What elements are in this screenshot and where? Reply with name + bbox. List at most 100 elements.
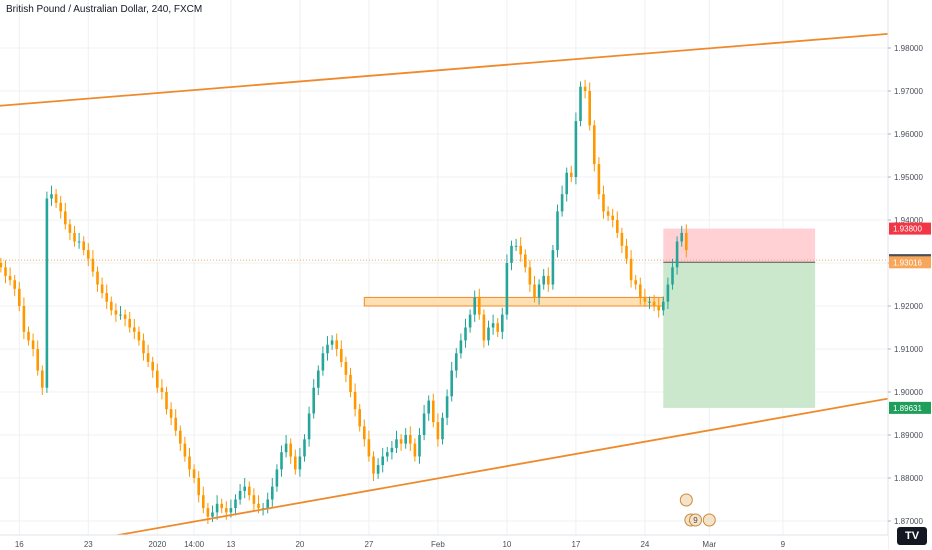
candle (450, 370, 453, 397)
candle (386, 452, 389, 457)
tradingview-logo[interactable]: TV (897, 527, 927, 545)
event-marker-icon (702, 513, 716, 527)
candle (41, 370, 44, 388)
candle (105, 293, 108, 302)
candle (137, 331, 141, 341)
candle (436, 422, 440, 440)
candle (289, 443, 292, 457)
candle (27, 331, 30, 341)
candle (271, 486, 274, 500)
candle (455, 353, 458, 371)
candle (340, 349, 343, 362)
candle (519, 245, 522, 255)
candle (662, 301, 665, 311)
candle (524, 254, 527, 268)
event-marker-icon (679, 493, 693, 507)
candle (606, 211, 610, 216)
candle (390, 447, 394, 453)
x-tick-label: 9 (781, 540, 786, 549)
candle (565, 172, 568, 195)
candle (248, 486, 251, 496)
candle (620, 232, 624, 246)
candle (547, 275, 550, 285)
candle (183, 443, 187, 457)
candle (445, 396, 449, 418)
x-tick-label: 27 (364, 540, 373, 549)
candle (326, 344, 329, 354)
candle (179, 430, 182, 444)
candle (165, 392, 168, 410)
candle (363, 426, 366, 440)
candle (160, 387, 164, 392)
candle (123, 314, 127, 319)
candle (501, 314, 504, 332)
candle (629, 258, 633, 281)
candle (133, 327, 136, 332)
candle (215, 503, 219, 513)
x-tick-label: 20 (295, 540, 304, 549)
candle (64, 211, 67, 225)
y-tick-label: 1.96000 (894, 130, 923, 139)
candle (188, 456, 191, 470)
candle (234, 499, 237, 509)
candle (202, 495, 205, 509)
support-resistance-zone (363, 296, 664, 307)
x-tick-label: 10 (502, 540, 511, 549)
x-tick-label: 24 (640, 540, 649, 549)
candle (146, 353, 150, 362)
candle (330, 340, 334, 345)
candle (4, 267, 7, 276)
candle (174, 417, 177, 431)
candle (639, 284, 642, 298)
candle (409, 435, 412, 444)
candle (353, 392, 357, 410)
x-tick-label: 14:00 (184, 540, 205, 549)
y-tick-label: 1.97000 (894, 87, 923, 96)
chart-title: British Pound / Australian Dollar, 240, … (6, 4, 203, 15)
candle (73, 232, 76, 242)
candle (358, 409, 361, 427)
candle (114, 310, 118, 315)
candle (542, 275, 545, 285)
candle (648, 301, 651, 303)
candle (551, 250, 555, 285)
y-tick-label: 1.89000 (894, 431, 923, 440)
candle (197, 478, 200, 496)
lower-channel-trendline (113, 397, 888, 535)
x-tick-label: 2020 (148, 540, 166, 549)
candle (491, 323, 495, 328)
candle (45, 198, 49, 388)
y-tick-label: 1.95000 (894, 173, 923, 182)
candle (422, 413, 426, 435)
y-tick-label: 1.92000 (894, 302, 923, 311)
candle (252, 495, 256, 504)
price-axis (888, 0, 932, 550)
candle (257, 503, 260, 509)
candle (468, 314, 472, 328)
candle (284, 443, 288, 453)
candle (22, 306, 26, 332)
candle (128, 318, 131, 328)
candle (579, 86, 582, 122)
candle (50, 194, 53, 199)
stop-loss-zone (663, 228, 816, 263)
candle (487, 327, 490, 341)
candle (87, 250, 90, 259)
candle (229, 508, 233, 513)
candle (18, 288, 21, 306)
candle (625, 245, 628, 259)
candle (675, 241, 679, 268)
candle (151, 361, 154, 371)
y-tick-label: 1.94000 (894, 216, 923, 225)
candle (616, 220, 619, 233)
candle (206, 508, 210, 517)
candle (528, 267, 532, 285)
candle (533, 284, 536, 298)
candle (335, 340, 338, 349)
candle (514, 245, 518, 247)
x-tick-label: 13 (226, 540, 235, 549)
candle (473, 297, 476, 315)
candle (54, 194, 58, 203)
